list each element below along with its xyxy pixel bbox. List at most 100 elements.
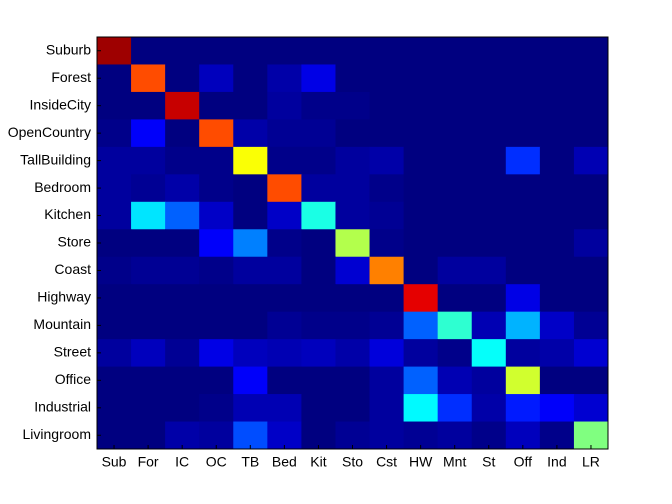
cell xyxy=(233,394,268,423)
cell xyxy=(369,339,405,368)
cell xyxy=(573,37,609,65)
y-tick-label: Office xyxy=(55,371,92,387)
cell xyxy=(539,229,575,258)
cell xyxy=(267,394,302,423)
cell xyxy=(403,339,439,368)
cell xyxy=(131,421,166,450)
cell xyxy=(505,64,541,93)
cell xyxy=(199,37,234,65)
cell xyxy=(437,311,473,340)
cell xyxy=(505,37,541,65)
cell xyxy=(199,394,234,423)
cell xyxy=(335,229,371,258)
cell xyxy=(97,64,132,93)
cell xyxy=(335,311,371,340)
cell xyxy=(369,229,405,258)
cell xyxy=(165,311,200,340)
cell xyxy=(131,64,166,93)
x-tick-label: OC xyxy=(206,454,227,470)
cell xyxy=(335,421,371,450)
cell xyxy=(165,146,200,175)
cell xyxy=(403,394,439,423)
cell xyxy=(369,421,405,450)
cell xyxy=(573,256,609,285)
cell xyxy=(335,366,371,395)
cell xyxy=(471,37,507,65)
cell xyxy=(539,37,575,65)
cell xyxy=(233,201,268,230)
cell xyxy=(199,311,234,340)
cell xyxy=(233,284,268,313)
cell xyxy=(131,37,166,65)
cell xyxy=(437,229,473,258)
cell xyxy=(199,174,234,203)
cell xyxy=(165,37,200,65)
cell xyxy=(97,174,132,203)
cell xyxy=(131,311,166,340)
x-tick-label: Sub xyxy=(102,454,127,470)
x-tick-label: Kit xyxy=(310,454,326,470)
cell xyxy=(403,64,439,93)
cell xyxy=(369,146,405,175)
cell xyxy=(437,421,473,450)
cell xyxy=(199,366,234,395)
y-tick-label: OpenCountry xyxy=(8,124,91,140)
cell xyxy=(539,394,575,423)
x-tick-label: Off xyxy=(514,454,533,470)
cell xyxy=(301,394,336,423)
cell xyxy=(131,366,166,395)
cell xyxy=(437,394,473,423)
cell xyxy=(505,421,541,450)
cell xyxy=(233,256,268,285)
x-tick-label: Mnt xyxy=(443,454,466,470)
cell xyxy=(301,91,336,120)
cell xyxy=(233,311,268,340)
cell xyxy=(539,174,575,203)
cell xyxy=(267,366,302,395)
cell xyxy=(131,394,166,423)
cell xyxy=(131,146,166,175)
cell xyxy=(335,201,371,230)
x-tick-label: Bed xyxy=(272,454,297,470)
cell xyxy=(267,119,302,148)
cell xyxy=(573,201,609,230)
cell xyxy=(505,174,541,203)
cell xyxy=(301,366,336,395)
cell xyxy=(403,284,439,313)
y-tick-label: Store xyxy=(58,234,92,250)
cell xyxy=(437,146,473,175)
cell xyxy=(131,256,166,285)
cell xyxy=(131,174,166,203)
cell xyxy=(505,311,541,340)
cell xyxy=(233,339,268,368)
y-tick-label: Industrial xyxy=(34,399,91,415)
y-tick-label: Suburb xyxy=(46,41,91,57)
cell xyxy=(199,339,234,368)
cell xyxy=(539,146,575,175)
cell xyxy=(165,174,200,203)
cell xyxy=(539,256,575,285)
cell xyxy=(267,174,302,203)
cell xyxy=(301,119,336,148)
cell xyxy=(267,339,302,368)
cell xyxy=(233,146,268,175)
cell xyxy=(505,201,541,230)
cell xyxy=(335,174,371,203)
x-tick-label: HW xyxy=(409,454,433,470)
cell xyxy=(403,366,439,395)
cell xyxy=(369,37,405,65)
cell xyxy=(471,146,507,175)
cell xyxy=(437,366,473,395)
cell xyxy=(165,339,200,368)
cell xyxy=(573,64,609,93)
cell xyxy=(97,366,132,395)
cell xyxy=(233,366,268,395)
cell xyxy=(437,174,473,203)
cell xyxy=(335,339,371,368)
x-tick-label: TB xyxy=(241,454,259,470)
cell xyxy=(301,284,336,313)
x-tick-label: St xyxy=(482,454,495,470)
cell xyxy=(267,146,302,175)
cell xyxy=(573,284,609,313)
cell xyxy=(539,421,575,450)
